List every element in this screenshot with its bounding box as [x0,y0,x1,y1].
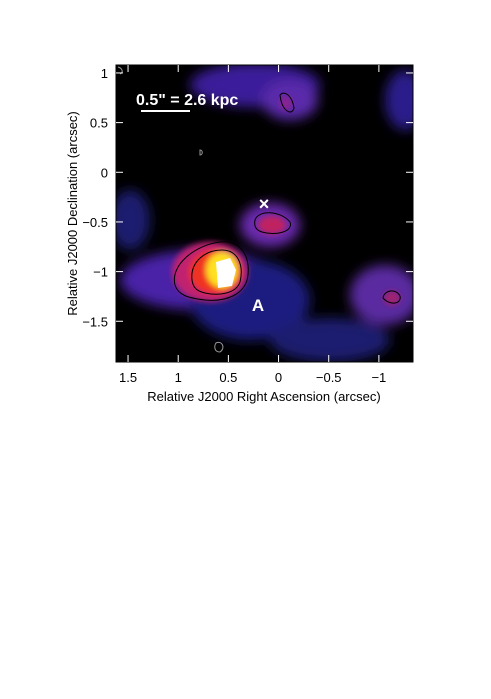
scale-label: 0.5" = 2.6 kpc [136,92,238,109]
x-tick-label: 0.5 [219,370,237,385]
x-tick-label: −1 [371,370,386,385]
position-marker: × [259,194,270,214]
contours [173,92,401,304]
image [116,65,413,362]
y-tick-label: −1 [93,265,108,280]
y-tick-label: 0.5 [90,116,108,131]
x-tick-label: 0 [275,370,282,385]
source-label: A [252,296,264,315]
x-tick-label: 1 [175,370,182,385]
peak [216,258,236,288]
y-tick-label: −1.5 [82,314,108,329]
x-tick-label: 1.5 [119,370,137,385]
x-axis-label: Relative J2000 Right Ascension (arcsec) [147,389,380,404]
x-tick-label: −0.5 [316,370,342,385]
y-tick-label: 1 [101,66,108,81]
plot-frame [115,64,414,363]
y-tick-label: 0 [101,165,108,180]
y-axis-label: Relative J2000 Declination (arcsec) [65,111,80,315]
y-tick-label: −0.5 [82,215,108,230]
